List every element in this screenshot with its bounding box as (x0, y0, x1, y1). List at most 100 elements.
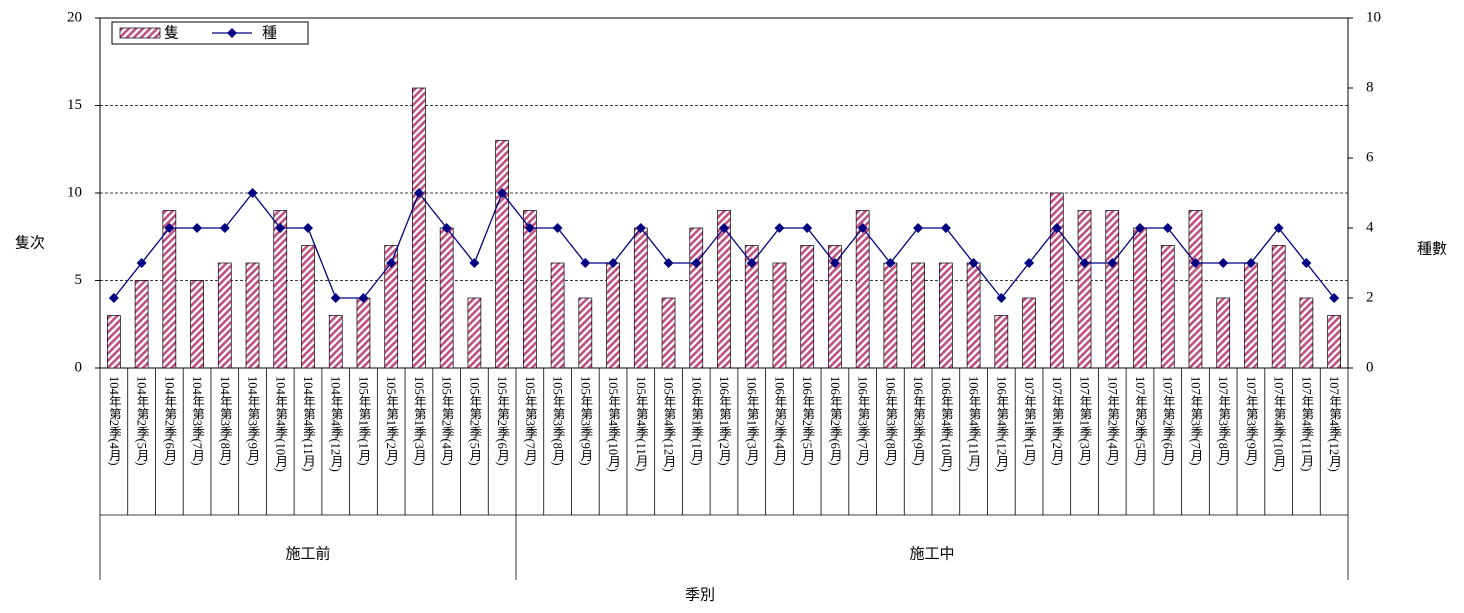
line-marker (108, 293, 119, 303)
x-tick-label: 105年第4季(11月) (634, 376, 648, 471)
x-tick-label: 106年第2季(6月) (828, 376, 842, 466)
bar (1077, 210, 1092, 369)
legend: 隻種 (111, 21, 309, 45)
x-tick-label: 107年第4季(11月) (1299, 376, 1313, 471)
line-marker (940, 223, 951, 233)
bar (800, 245, 815, 369)
bar (1022, 297, 1036, 369)
x-tick-label: 104年第2季(6月) (162, 376, 176, 466)
bar (1188, 210, 1203, 369)
bar (384, 245, 399, 369)
x-tick-label: 107年第3季(9月) (1244, 376, 1258, 466)
y2-tick-label: 4 (1366, 219, 1374, 235)
line-marker (1190, 258, 1201, 268)
group-label: 施工中 (909, 545, 954, 562)
x-tick-label: 106年第2季(4月) (772, 376, 786, 466)
bar (1105, 210, 1120, 369)
line-marker (691, 258, 702, 268)
bar (661, 297, 676, 369)
x-tick-label: 105年第4季(10月) (606, 376, 620, 472)
x-tick-label: 105年第2季(5月) (467, 376, 481, 466)
line-marker (164, 223, 175, 233)
line-marker (1218, 258, 1229, 268)
bar (523, 210, 537, 369)
x-tick-label: 106年第3季(8月) (883, 376, 897, 466)
x-tick-label: 106年第1季(2月) (717, 376, 731, 466)
bar (1271, 245, 1286, 369)
x-tick-label: 105年第3季(9月) (578, 376, 592, 466)
x-tick-label: 104年第4季(12月) (329, 376, 343, 472)
bar (911, 262, 925, 369)
line-marker (386, 258, 397, 268)
line-marker (746, 258, 757, 268)
legend-swatch (119, 27, 161, 39)
y-tick-label: 10 (67, 184, 82, 200)
line-marker (1273, 223, 1284, 233)
line-marker (1051, 223, 1062, 233)
x-tick-label: 106年第1季(3月) (745, 376, 759, 466)
x-tick-label: 107年第2季(5月) (1133, 376, 1147, 466)
y2-tick-label: 6 (1366, 149, 1374, 165)
legend-marker (227, 28, 237, 38)
y2-tick-label: 0 (1366, 359, 1374, 375)
legend-label: 隻 (164, 24, 179, 41)
line-marker (1024, 258, 1035, 268)
bar (966, 262, 981, 369)
x-tick-label: 107年第1季(1月) (1022, 376, 1036, 466)
group-label: 施工前 (285, 545, 330, 562)
line-marker (275, 223, 286, 233)
bar (633, 227, 648, 369)
bar (1160, 245, 1175, 369)
x-tick-label: 107年第4季(12月) (1327, 376, 1341, 472)
y-tick-label: 0 (75, 359, 83, 375)
bar (439, 227, 454, 369)
bar (245, 262, 260, 369)
bar (883, 262, 898, 369)
bar (1327, 315, 1341, 369)
y-tick-label: 20 (67, 9, 82, 25)
y2-axis-label: 種數 (1417, 240, 1447, 257)
x-axis-label: 季別 (685, 586, 715, 603)
line-marker (913, 223, 924, 233)
bar (273, 210, 288, 369)
y-axis-label: 隻次 (15, 234, 45, 251)
line-marker (857, 223, 868, 233)
line-marker (802, 223, 813, 233)
x-tick-label: 107年第1季(2月) (1050, 376, 1064, 466)
x-tick-label: 105年第1季(2月) (384, 376, 398, 466)
line-marker (413, 188, 424, 198)
line-marker (358, 293, 369, 303)
line-marker (635, 223, 646, 233)
x-tick-label: 107年第3季(8月) (1216, 376, 1230, 466)
line-marker (1135, 223, 1145, 233)
line-marker (219, 223, 230, 233)
bar (1216, 297, 1231, 369)
bar (1049, 192, 1064, 369)
x-tick-label: 105年第3季(7月) (523, 376, 537, 466)
line-marker (1245, 258, 1256, 268)
x-tick-label: 106年第4季(11月) (967, 376, 981, 471)
x-tick-label: 105年第2季(4月) (440, 376, 454, 466)
y2-tick-label: 8 (1366, 79, 1374, 95)
line-marker (303, 223, 313, 233)
line-marker (608, 258, 619, 268)
bar (412, 87, 426, 369)
line-marker (469, 258, 480, 268)
line-marker (1301, 258, 1312, 268)
bar (467, 297, 482, 369)
x-tick-label: 106年第1季(1月) (689, 376, 703, 466)
bar (578, 297, 593, 369)
bar (328, 315, 343, 369)
x-tick-label: 107年第1季(3月) (1078, 376, 1092, 466)
bar (1299, 297, 1314, 369)
line-marker (497, 188, 508, 198)
y-tick-label: 5 (75, 272, 83, 288)
line-marker (1329, 293, 1340, 303)
line-marker (663, 258, 674, 268)
line-marker (719, 223, 729, 233)
x-tick-label: 106年第2季(5月) (800, 376, 814, 466)
line-marker (774, 223, 785, 233)
x-tick-label: 107年第2季(6月) (1161, 376, 1175, 466)
line-marker (524, 223, 535, 233)
